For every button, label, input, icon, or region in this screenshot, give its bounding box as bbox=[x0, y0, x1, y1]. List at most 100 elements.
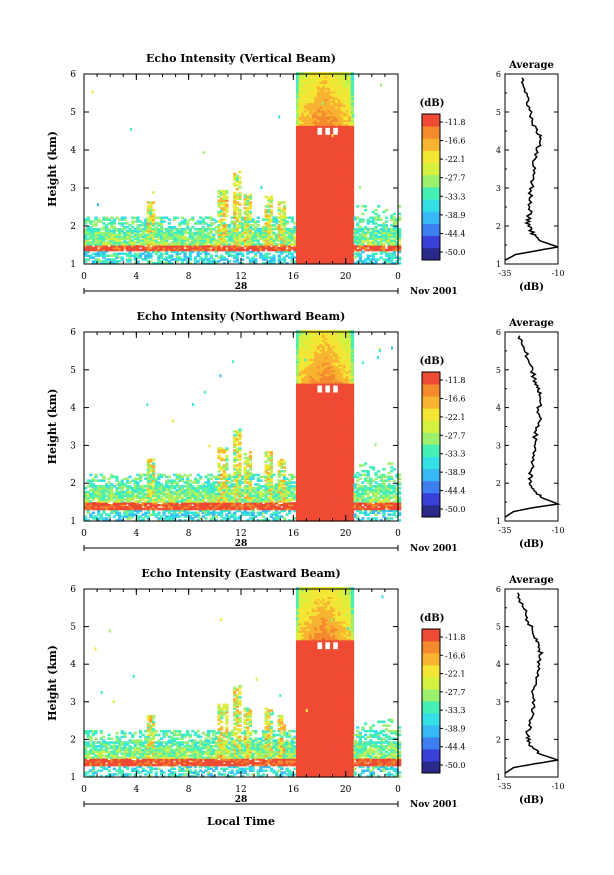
heatmap-cell bbox=[165, 235, 169, 238]
heatmap-cell bbox=[306, 189, 310, 193]
heatmap-cell bbox=[248, 226, 253, 229]
heatmap-cell bbox=[319, 258, 323, 261]
heatmap-cell bbox=[309, 169, 313, 172]
heatmap-cell bbox=[314, 161, 318, 164]
heatmap-cell bbox=[256, 243, 260, 246]
heatmap-cell bbox=[149, 203, 153, 206]
heatmap-cell bbox=[141, 245, 145, 248]
heatmap-cell bbox=[311, 243, 315, 246]
heatmap-cell bbox=[241, 246, 245, 250]
heatmap-cell bbox=[97, 231, 101, 235]
heatmap-cell bbox=[241, 258, 245, 261]
heatmap-cell bbox=[188, 252, 192, 256]
heatmap-cell bbox=[272, 248, 276, 252]
heatmap-cell bbox=[306, 159, 310, 162]
heatmap-cell bbox=[314, 235, 318, 238]
heatmap-cell bbox=[123, 239, 127, 242]
heatmap-cell bbox=[167, 226, 171, 229]
heatmap-cell bbox=[230, 250, 234, 254]
heatmap-cell bbox=[293, 260, 297, 263]
heatmap-cell bbox=[251, 245, 255, 248]
heatmap-cell bbox=[196, 231, 200, 235]
heatmap-cell bbox=[316, 159, 321, 162]
heatmap-cell bbox=[144, 241, 148, 244]
heatmap-cell bbox=[306, 125, 310, 128]
heatmap-cell bbox=[99, 241, 103, 244]
heatmap-cell bbox=[261, 235, 266, 238]
heatmap-cell bbox=[248, 197, 253, 200]
heatmap-cell bbox=[303, 262, 308, 265]
average-x-label: (dB) bbox=[519, 282, 544, 293]
heatmap-cell bbox=[303, 180, 308, 183]
heatmap-cell bbox=[112, 252, 116, 256]
heatmap-cell bbox=[298, 212, 302, 216]
heatmap-cell bbox=[314, 157, 318, 161]
heatmap-cell bbox=[162, 233, 166, 237]
heatmap-cell bbox=[222, 258, 226, 261]
heatmap-cell bbox=[246, 203, 250, 206]
heatmap-cell bbox=[295, 205, 300, 208]
heatmap-cell bbox=[290, 237, 294, 240]
heatmap-cell bbox=[314, 195, 318, 199]
heatmap-cell bbox=[275, 226, 279, 229]
heatmap-cell bbox=[220, 218, 224, 221]
heatmap-cell bbox=[220, 229, 224, 233]
heatmap-cell bbox=[170, 226, 174, 229]
heatmap-cell bbox=[107, 233, 111, 237]
heatmap-cell bbox=[183, 239, 187, 242]
heatmap-cell bbox=[115, 248, 119, 252]
heatmap-speck bbox=[380, 83, 383, 87]
heatmap-cell bbox=[311, 112, 315, 115]
heatmap-cell bbox=[91, 252, 96, 256]
heatmap-cell bbox=[298, 176, 302, 180]
heatmap-cell bbox=[94, 246, 98, 250]
heatmap-cell bbox=[84, 252, 88, 256]
heatmap-cell bbox=[316, 256, 321, 259]
heatmap-cell bbox=[94, 473, 98, 477]
heatmap-cell bbox=[84, 248, 88, 252]
heatmap-cell bbox=[141, 239, 145, 242]
heatmap-cell bbox=[238, 226, 242, 229]
heatmap-cell bbox=[290, 254, 294, 257]
heatmap-cell bbox=[99, 237, 103, 240]
heatmap-cell bbox=[306, 188, 310, 191]
heatmap-cell bbox=[235, 218, 239, 221]
heatmap-cell bbox=[206, 227, 211, 231]
heatmap-cell bbox=[298, 205, 302, 208]
heatmap-cell bbox=[201, 229, 205, 233]
heatmap-cell bbox=[128, 231, 132, 235]
heatmap-cell bbox=[282, 258, 287, 261]
heatmap-cell bbox=[149, 207, 153, 210]
heatmap-cell bbox=[162, 258, 166, 261]
heatmap-cell bbox=[314, 102, 318, 105]
heatmap-cell bbox=[235, 201, 239, 204]
heatmap-cell bbox=[167, 237, 171, 240]
heatmap-cell bbox=[243, 199, 247, 202]
heatmap-cell bbox=[238, 170, 242, 174]
heatmap-cell bbox=[230, 222, 234, 225]
heatmap-cell bbox=[301, 205, 305, 208]
heatmap-cell bbox=[303, 199, 308, 202]
heatmap-cell bbox=[295, 100, 300, 104]
heatmap-cell bbox=[149, 239, 153, 242]
heatmap-cell bbox=[167, 245, 171, 248]
heatmap-cell bbox=[112, 241, 116, 244]
heatmap-cell bbox=[282, 227, 287, 231]
heatmap-cell bbox=[199, 258, 203, 261]
heatmap-cell bbox=[246, 224, 250, 227]
heatmap-cell bbox=[131, 226, 135, 229]
heatmap-cell bbox=[94, 233, 98, 237]
heatmap-cell bbox=[267, 237, 271, 240]
heatmap-cell bbox=[303, 165, 308, 168]
heatmap-cell bbox=[233, 174, 237, 178]
heatmap-cell bbox=[282, 212, 287, 216]
heatmap-cell bbox=[293, 227, 297, 231]
heatmap-cell bbox=[272, 246, 276, 250]
heatmap-cell bbox=[298, 260, 302, 263]
heatmap-cell bbox=[316, 163, 321, 166]
heatmap-cell bbox=[303, 246, 308, 250]
heatmap-cell bbox=[316, 229, 321, 233]
heatmap-cell bbox=[298, 106, 302, 109]
heatmap-cell bbox=[86, 250, 90, 254]
heatmap-cell bbox=[248, 193, 253, 197]
